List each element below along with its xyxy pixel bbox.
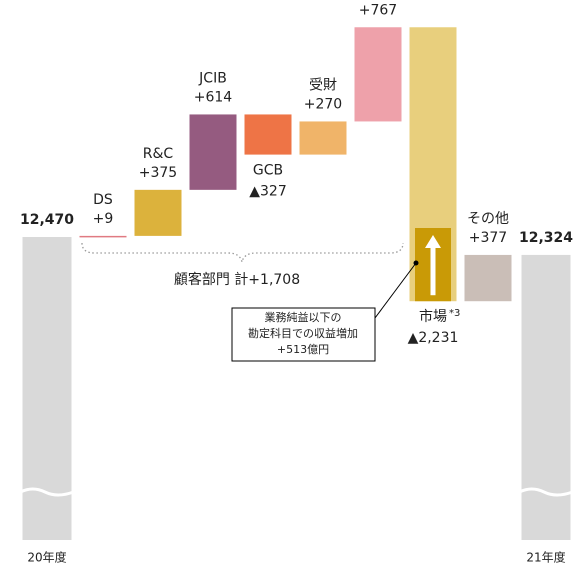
value-label: +767 — [359, 2, 397, 18]
value-label: ▲327 — [249, 184, 287, 200]
x-tick-label: 21年度 — [526, 550, 565, 565]
category-label: GCB — [253, 163, 283, 179]
value-label: +375 — [139, 165, 177, 181]
inset-arrow-shaft — [430, 246, 436, 296]
axis-break — [518, 487, 574, 497]
value-label: 12,324 — [519, 230, 573, 246]
value-label: +377 — [469, 230, 507, 246]
delta-bar — [464, 254, 512, 302]
callout-text: 業務純益以下の — [265, 310, 342, 324]
callout-box — [231, 307, 376, 362]
total-bar — [521, 254, 571, 540]
value-label: +270 — [304, 96, 342, 112]
value-label: ▲2,231 — [408, 330, 459, 346]
category-label: 市場 — [419, 308, 447, 325]
value-label: +614 — [194, 89, 233, 105]
delta-bar — [299, 121, 347, 155]
category-label: DS — [93, 192, 113, 208]
bracket — [81, 242, 404, 263]
callout-line — [374, 262, 417, 319]
category-label: R&C — [143, 146, 174, 162]
bracket-label: 顧客部門 計+1,708 — [174, 271, 300, 288]
value-label: 12,470 — [20, 212, 74, 228]
category-note: *3 — [449, 308, 460, 319]
category-label: その他 — [467, 211, 509, 227]
category-label: 受財 — [309, 77, 337, 93]
delta-bar — [189, 114, 237, 190]
delta-bar — [354, 27, 402, 122]
delta-bar — [134, 189, 182, 236]
callout-text: +513億円 — [277, 343, 329, 356]
callout-text: 勘定科目での収益増加 — [248, 326, 358, 340]
category-label: JCIB — [198, 70, 227, 86]
x-tick-label: 20年度 — [27, 550, 66, 565]
delta-bar — [79, 235, 127, 238]
callout-dot — [413, 260, 419, 266]
axis-break — [19, 487, 75, 497]
value-label: +9 — [93, 211, 114, 227]
delta-bar — [244, 114, 292, 155]
inset-arrow-head — [425, 235, 441, 248]
